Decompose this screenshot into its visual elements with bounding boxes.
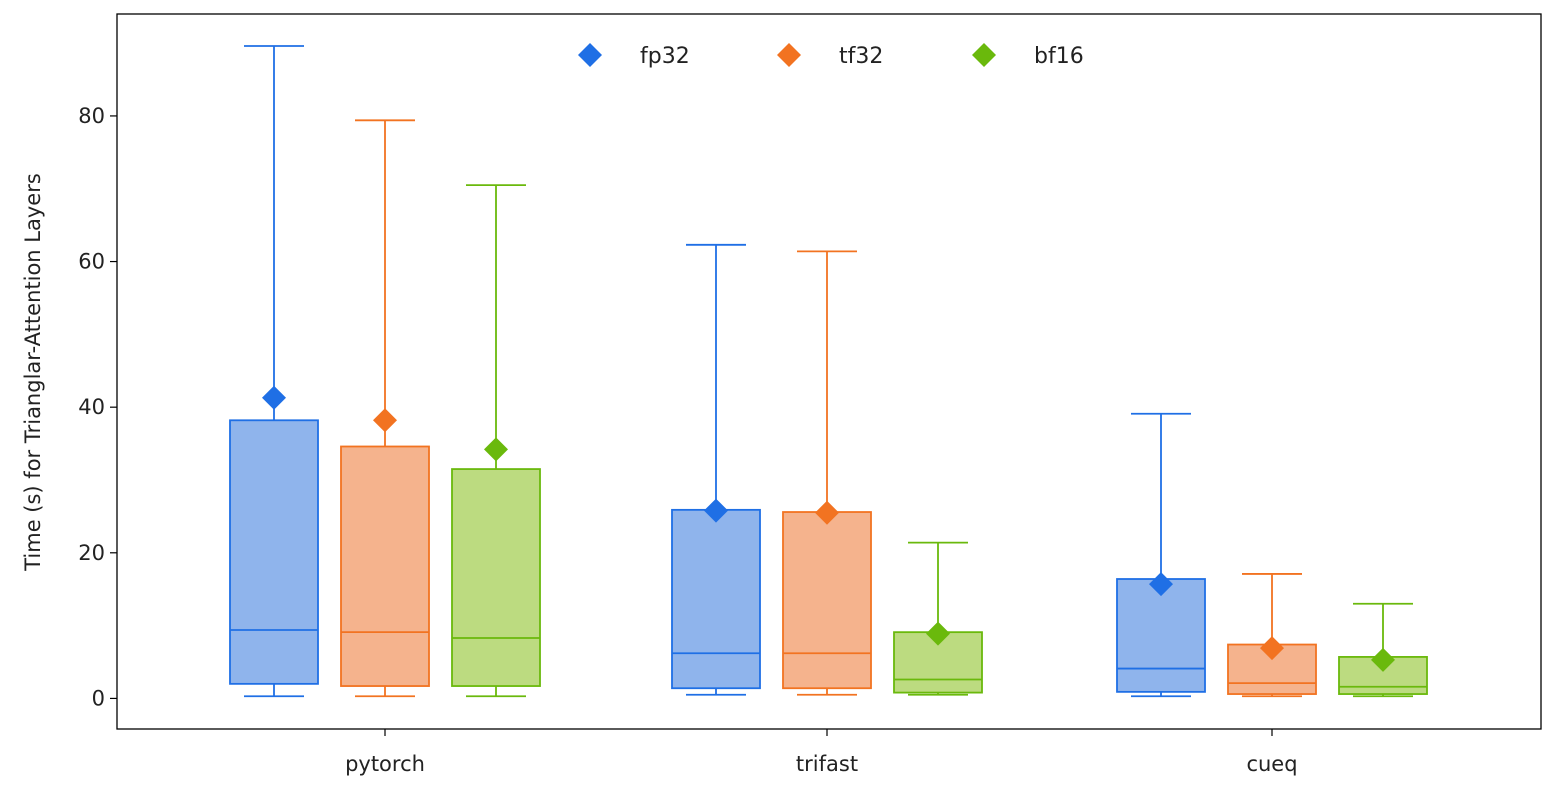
x-tick-label: cueq: [1246, 752, 1297, 776]
x-axis: pytorch trifast cueq: [345, 729, 1298, 776]
mean-marker: [1149, 572, 1173, 597]
mean-marker: [1260, 636, 1284, 661]
iqr-box: [1116, 578, 1206, 693]
iqr-box: [340, 445, 430, 687]
box-tf32-cueq: [1227, 573, 1317, 698]
y-axis: 0 20 40 60 80: [78, 104, 117, 710]
y-tick-label: 80: [78, 104, 105, 128]
box-fp32-pytorch: [229, 45, 319, 698]
iqr-box: [451, 468, 541, 687]
x-tick-label: trifast: [796, 752, 858, 776]
y-tick-label: 0: [92, 686, 105, 710]
x-tick-label: pytorch: [345, 752, 425, 776]
mean-marker: [704, 498, 728, 523]
mean-marker: [373, 408, 397, 433]
plot-frame: [116, 13, 1542, 730]
y-tick-label: 40: [78, 395, 105, 419]
box-fp32-cueq: [1116, 412, 1206, 698]
legend-marker: [777, 43, 801, 67]
mean-marker: [262, 385, 286, 410]
legend-item-fp32: fp32: [578, 43, 690, 69]
legend-label: tf32: [839, 44, 883, 69]
box-fp32-trifast: [671, 243, 761, 696]
y-tick-label: 60: [78, 250, 105, 274]
y-tick-label: 20: [78, 541, 105, 565]
iqr-box: [782, 511, 872, 690]
legend-label: bf16: [1034, 44, 1084, 69]
iqr-box: [671, 508, 761, 690]
box-tf32-trifast: [782, 250, 872, 696]
legend-marker: [972, 43, 996, 67]
mean-marker: [1371, 647, 1395, 672]
legend-marker: [578, 43, 602, 67]
box-group: [229, 45, 1428, 698]
mean-marker: [926, 621, 950, 646]
iqr-box: [229, 419, 319, 685]
mean-marker: [815, 500, 839, 525]
legend-label: fp32: [640, 44, 690, 69]
legend: fp32 tf32 bf16: [578, 43, 1084, 69]
box-bf16-trifast: [893, 541, 983, 696]
box-tf32-pytorch: [340, 119, 430, 698]
box-bf16-cueq: [1338, 602, 1428, 698]
box-bf16-pytorch: [451, 184, 541, 698]
y-axis-label: Time (s) for Trianglar-Attention Layers: [21, 173, 45, 572]
legend-item-tf32: tf32: [777, 43, 883, 69]
mean-marker: [484, 437, 508, 462]
legend-item-bf16: bf16: [972, 43, 1084, 69]
